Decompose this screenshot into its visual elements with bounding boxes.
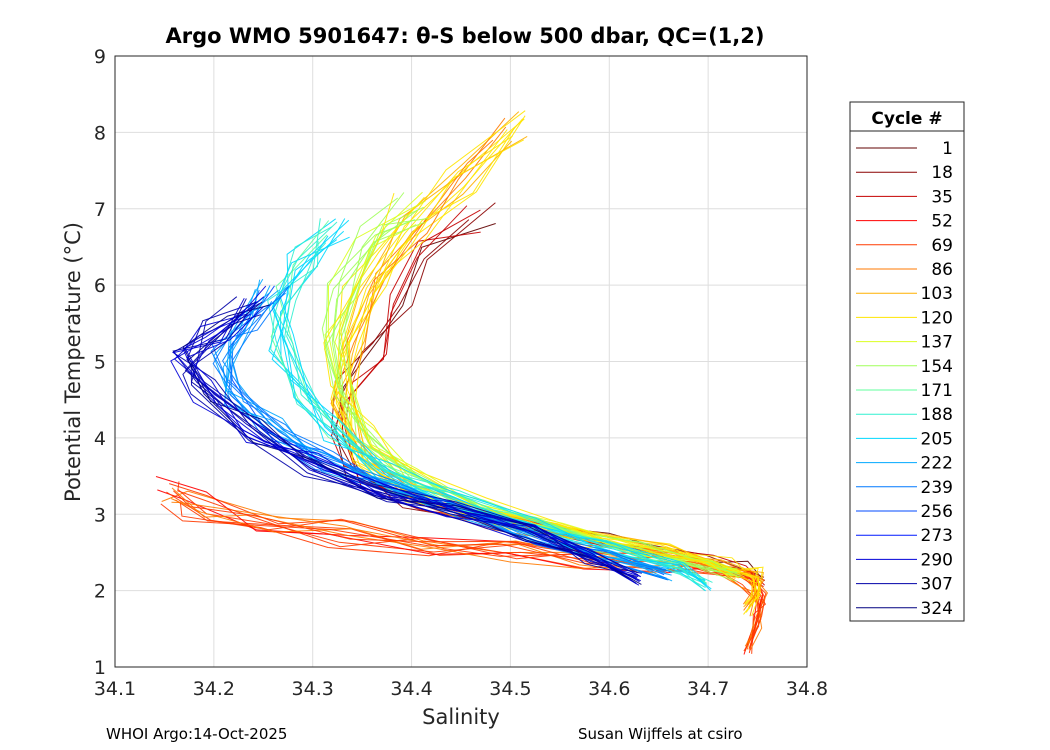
profile-line: [184, 301, 638, 574]
profile-line: [286, 242, 706, 588]
legend-entry-label: 273: [921, 526, 953, 546]
profile-line: [323, 218, 738, 574]
profile-line: [338, 221, 737, 582]
legend-box: [849, 101, 965, 622]
legend-entry-label: 154: [921, 357, 953, 377]
legend-entry-label: 86: [931, 260, 953, 280]
legend-entry-label: 307: [921, 575, 953, 595]
legend-entry-label: 256: [921, 502, 953, 522]
legend-entry-label: 290: [921, 550, 953, 570]
x-tick-label: 34.4: [390, 678, 432, 700]
legend-entry-label: 239: [921, 478, 953, 498]
profile-line: [224, 291, 667, 573]
x-tick-label: 34.8: [786, 678, 828, 700]
x-axis-label: Salinity: [422, 705, 500, 729]
profile-line: [323, 192, 736, 580]
y-tick-label: 9: [94, 46, 106, 68]
plot-area-frame: [114, 55, 808, 668]
chart-title: Argo WMO 5901647: θ-S below 500 dbar, QC…: [165, 24, 765, 48]
profile-line: [155, 476, 764, 645]
profile-line: [348, 139, 762, 617]
profile-line: [172, 298, 641, 577]
x-tick-label: 34.5: [489, 678, 531, 700]
profile-line: [190, 302, 640, 581]
profile-line: [192, 296, 642, 578]
legend-entry-label: 188: [921, 405, 953, 425]
legend-entry-label: 222: [921, 454, 953, 474]
footer-right-text: Susan Wijffels at csiro: [578, 725, 743, 743]
x-tick-label: 34.7: [687, 678, 729, 700]
footer-left-text: WHOI Argo:14-Oct-2025: [106, 725, 288, 743]
profile-line: [170, 285, 640, 586]
y-tick-label: 6: [94, 275, 106, 297]
y-tick-label: 3: [94, 504, 106, 526]
y-tick-label: 2: [94, 581, 106, 603]
legend-entry-label: 120: [921, 308, 953, 328]
profile-line: [182, 314, 639, 576]
legend-entry-label: 1: [942, 139, 953, 159]
legend-entry-label: 18: [931, 163, 953, 183]
profile-line: [283, 218, 713, 583]
x-tick-label: 34.6: [588, 678, 630, 700]
y-tick-label: 4: [94, 428, 106, 450]
x-tick-label: 34.1: [94, 678, 136, 700]
x-tick-label: 34.2: [193, 678, 235, 700]
x-tick-label: 34.3: [292, 678, 334, 700]
profile-line: [334, 191, 734, 581]
y-tick-label: 8: [94, 122, 106, 144]
y-tick-label: 7: [94, 199, 106, 221]
legend-entry-label: 171: [921, 381, 953, 401]
legend-entry-label: 205: [921, 429, 953, 449]
profile-line: [212, 292, 669, 581]
legend-entry-label: 35: [931, 187, 953, 207]
legend-entry-label: 52: [931, 212, 953, 232]
legend-entry-label: 137: [921, 333, 953, 353]
legend-entry-label: 69: [931, 236, 953, 256]
y-tick-label: 1: [94, 657, 106, 679]
profile-line: [170, 498, 768, 650]
profile-line: [173, 313, 640, 583]
legend-entry-label: 103: [921, 284, 953, 304]
y-axis-label: Potential Temperature (°C): [61, 222, 85, 502]
legend-entry-label: 324: [921, 599, 953, 619]
y-tick-label: 5: [94, 352, 106, 374]
legend-title: Cycle #: [871, 109, 942, 129]
